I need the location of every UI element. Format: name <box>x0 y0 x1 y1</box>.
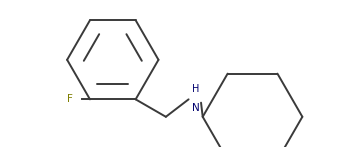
Text: N: N <box>192 103 200 113</box>
Text: H: H <box>192 83 200 93</box>
Text: F: F <box>67 94 73 104</box>
